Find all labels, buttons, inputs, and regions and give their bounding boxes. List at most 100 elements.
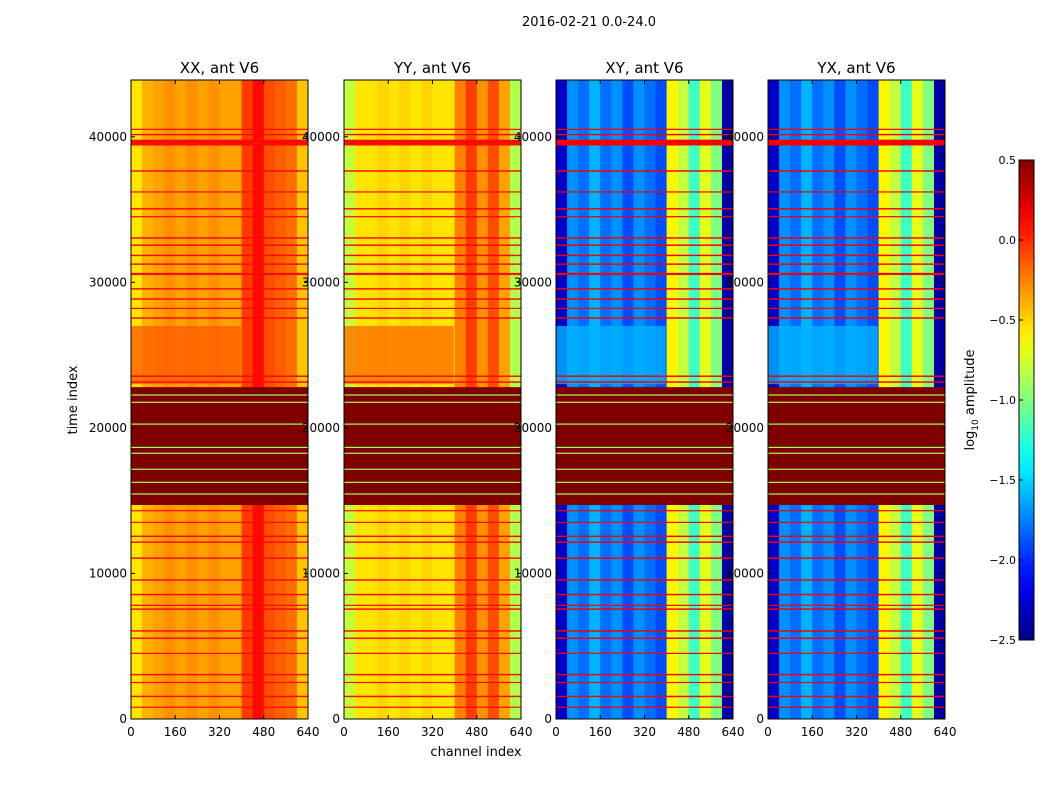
rfi-line — [131, 630, 308, 632]
flagged-gap-line — [556, 446, 733, 449]
time-band — [556, 325, 666, 385]
y-tick-label: 40000 — [726, 130, 764, 144]
rfi-line — [556, 695, 733, 698]
y-tick-label: 30000 — [726, 275, 764, 289]
rfi-line — [131, 237, 308, 239]
flagged-gap-line — [556, 423, 733, 425]
rfi-line — [131, 298, 308, 300]
flagged-gap-line — [344, 446, 521, 449]
rfi-line — [768, 541, 945, 543]
rfi-line — [556, 521, 733, 523]
y-tick-label: 10000 — [726, 566, 764, 580]
rfi-line — [344, 191, 521, 193]
y-tick-label: 20000 — [89, 421, 127, 435]
x-tick-label: 0 — [552, 725, 560, 739]
rfi-line — [768, 521, 945, 523]
flagged-gap-line — [768, 468, 945, 470]
rfi-line — [344, 557, 521, 559]
rfi-line — [556, 128, 733, 130]
x-tick-label: 0 — [764, 725, 772, 739]
rfi-line — [344, 381, 521, 383]
x-tick-label: 320 — [845, 725, 868, 739]
rfi-line — [344, 375, 521, 377]
rfi-line — [131, 191, 308, 193]
rfi-line — [556, 706, 733, 708]
colorbar-tick-label: 0.0 — [999, 234, 1017, 247]
y-tick-label: 10000 — [302, 566, 340, 580]
y-tick-label: 10000 — [514, 566, 552, 580]
rfi-line — [768, 652, 945, 654]
rfi-line — [344, 272, 521, 276]
colorbar-label: log10 amplitude — [963, 349, 981, 450]
colorbar-tick-label: −1.5 — [989, 474, 1016, 487]
figure-title: 2016-02-21 0.0-24.0 — [522, 15, 656, 30]
x-tick-label: 160 — [801, 725, 824, 739]
flagged-gap-line — [131, 481, 308, 483]
x-tick-label: 160 — [164, 725, 187, 739]
rfi-line — [131, 307, 308, 309]
rfi-line — [768, 133, 945, 136]
flagged-gap-line — [131, 446, 308, 449]
colorbar-tick-label: 0.5 — [999, 154, 1017, 167]
rfi-line — [131, 637, 308, 639]
flagged-gap-line — [344, 423, 521, 425]
rfi-line — [344, 706, 521, 708]
rfi-line — [344, 608, 521, 610]
rfi-line — [131, 317, 308, 319]
rfi-line — [344, 695, 521, 698]
rfi-line — [768, 637, 945, 639]
y-axis-label: time index — [66, 365, 81, 434]
x-tick-label: 480 — [465, 725, 488, 739]
rfi-line — [344, 541, 521, 543]
rfi-line — [131, 521, 308, 523]
rfi-line — [556, 630, 733, 632]
flagged-gap-line — [556, 481, 733, 483]
x-tick-label: 640 — [722, 725, 745, 739]
flagged-gap-line — [344, 452, 521, 454]
flagged-block — [344, 387, 521, 506]
flagged-gap-line — [556, 401, 733, 403]
rfi-line — [556, 216, 733, 218]
flagged-gap-line — [556, 468, 733, 470]
rfi-line — [344, 630, 521, 632]
rfi-line — [131, 216, 308, 218]
rfi-line — [768, 288, 945, 290]
rfi-line — [131, 133, 308, 136]
rfi-line — [131, 375, 308, 377]
rfi-line — [131, 541, 308, 543]
rfi-line — [556, 307, 733, 309]
rfi-line — [131, 288, 308, 290]
rfi-line — [556, 244, 733, 246]
flagged-gap-line — [131, 452, 308, 454]
flagged-gap-line — [556, 394, 733, 396]
rfi-line — [131, 139, 308, 146]
rfi-line — [556, 510, 733, 512]
rfi-line — [344, 244, 521, 246]
rfi-line — [344, 288, 521, 290]
rfi-line — [768, 706, 945, 708]
panel-title: YY, ant V6 — [393, 59, 471, 77]
x-tick-label: 320 — [421, 725, 444, 739]
flagged-gap-line — [556, 493, 733, 495]
rfi-line — [556, 191, 733, 193]
panel-xy: XY, ant V6 0 160 320 480 640 0 10000 20000 30000 4… — [514, 59, 745, 739]
rfi-line — [768, 237, 945, 239]
colorbar-tick-label: −2.5 — [989, 634, 1016, 647]
rfi-line — [556, 652, 733, 654]
rfi-line — [768, 604, 945, 606]
flagged-gap-line — [131, 394, 308, 396]
rfi-line — [556, 139, 733, 146]
x-tick-label: 480 — [252, 725, 275, 739]
rfi-line — [131, 706, 308, 708]
rfi-line — [131, 244, 308, 246]
rfi-line — [344, 317, 521, 319]
rfi-line — [131, 557, 308, 559]
flagged-block — [768, 387, 945, 506]
rfi-line — [344, 593, 521, 596]
y-tick-label: 0 — [544, 712, 552, 726]
rfi-line — [768, 170, 945, 172]
flagged-gap-line — [768, 452, 945, 454]
colorbar-tick-label: −2.0 — [989, 554, 1016, 567]
rfi-line — [344, 133, 521, 136]
y-tick-label: 40000 — [89, 130, 127, 144]
